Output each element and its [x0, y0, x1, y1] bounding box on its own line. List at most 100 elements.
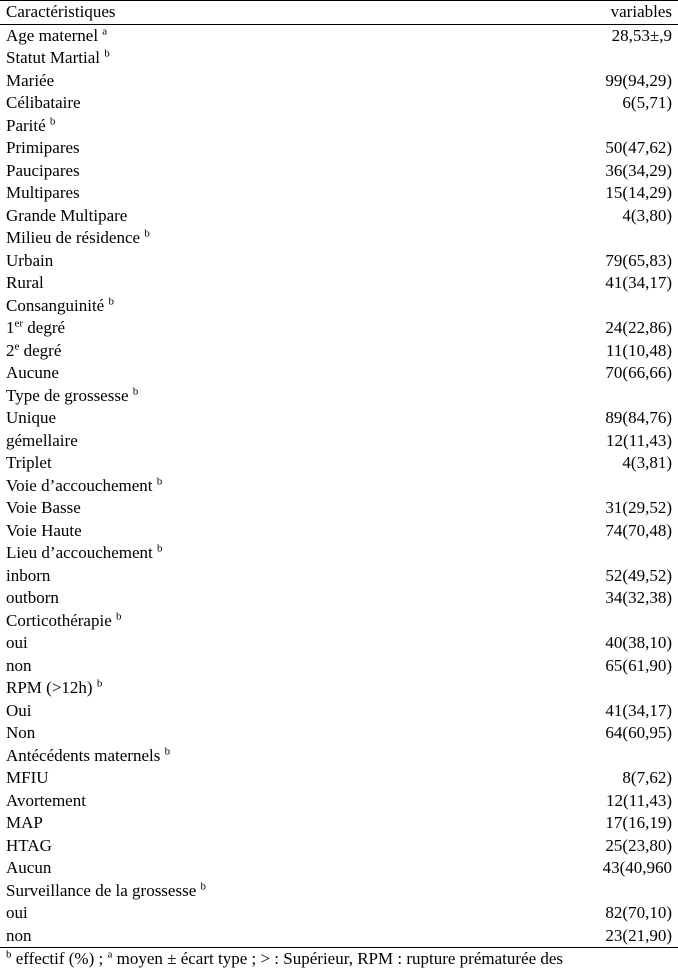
row-label: MAP: [0, 812, 475, 835]
table-row: Voie Basse31(29,52): [0, 497, 678, 520]
table-row: Célibataire6(5,71): [0, 92, 678, 115]
row-value: 40(38,10): [475, 632, 678, 655]
superscript: b: [50, 115, 56, 127]
superscript: b: [165, 745, 171, 757]
table-section-row: RPM (>12h) b: [0, 677, 678, 700]
table-row: gémellaire12(11,43): [0, 430, 678, 453]
table-section-row: Statut Martial b: [0, 47, 678, 70]
row-label: Parité b: [0, 115, 475, 138]
row-label: Célibataire: [0, 92, 475, 115]
row-value: 34(32,38): [475, 587, 678, 610]
row-value: 41(34,17): [475, 700, 678, 723]
table-row: Triplet4(3,81): [0, 452, 678, 475]
table-row: Aucun43(40,960: [0, 857, 678, 880]
superscript: b: [144, 227, 150, 239]
row-value: 65(61,90): [475, 655, 678, 678]
row-value: [475, 47, 678, 70]
row-value: 89(84,76): [475, 407, 678, 430]
row-value: 8(7,62): [475, 767, 678, 790]
row-label: Lieu d’accouchement b: [0, 542, 475, 565]
table-row: Age maternel a28,53±,9: [0, 24, 678, 47]
row-label: Surveillance de la grossesse b: [0, 880, 475, 903]
row-label: RPM (>12h) b: [0, 677, 475, 700]
table-row: non23(21,90): [0, 925, 678, 948]
row-label: Grande Multipare: [0, 205, 475, 228]
row-value: 4(3,81): [475, 452, 678, 475]
table-section-row: Surveillance de la grossesse b: [0, 880, 678, 903]
table-row: 1er degré24(22,86): [0, 317, 678, 340]
row-value: 24(22,86): [475, 317, 678, 340]
row-value: 74(70,48): [475, 520, 678, 543]
table-row: Non64(60,95): [0, 722, 678, 745]
table-row: Oui41(34,17): [0, 700, 678, 723]
table-row: MAP17(16,19): [0, 812, 678, 835]
superscript: b: [116, 610, 122, 622]
row-value: 64(60,95): [475, 722, 678, 745]
row-label: Voie Basse: [0, 497, 475, 520]
row-value: [475, 385, 678, 408]
footnote-text-1: effectif (%) ;: [12, 949, 108, 968]
row-value: [475, 475, 678, 498]
row-value: 52(49,52): [475, 565, 678, 588]
superscript: b: [108, 295, 114, 307]
row-value: 41(34,17): [475, 272, 678, 295]
table-section-row: Parité b: [0, 115, 678, 138]
row-value: [475, 227, 678, 250]
row-label: Consanguinité b: [0, 295, 475, 318]
table-row: Unique89(84,76): [0, 407, 678, 430]
superscript: b: [201, 880, 207, 892]
row-value: [475, 745, 678, 768]
row-label: Oui: [0, 700, 475, 723]
row-value: [475, 677, 678, 700]
row-value: [475, 610, 678, 633]
row-label: non: [0, 655, 475, 678]
row-label: Voie Haute: [0, 520, 475, 543]
row-label: Aucune: [0, 362, 475, 385]
row-label: Milieu de résidence b: [0, 227, 475, 250]
row-value: 50(47,62): [475, 137, 678, 160]
row-value: [475, 880, 678, 903]
table-row: Rural41(34,17): [0, 272, 678, 295]
row-value: 70(66,66): [475, 362, 678, 385]
table-row: outborn34(32,38): [0, 587, 678, 610]
table-row: non65(61,90): [0, 655, 678, 678]
table-row: Paucipares36(34,29): [0, 160, 678, 183]
row-value: [475, 295, 678, 318]
superscript: b: [133, 385, 139, 397]
row-label: outborn: [0, 587, 475, 610]
row-label: oui: [0, 902, 475, 925]
row-label: Unique: [0, 407, 475, 430]
row-value: 36(34,29): [475, 160, 678, 183]
table-section-row: Lieu d’accouchement b: [0, 542, 678, 565]
header-right: variables: [475, 1, 678, 25]
row-value: 15(14,29): [475, 182, 678, 205]
row-label: 1er degré: [0, 317, 475, 340]
row-label: Avortement: [0, 790, 475, 813]
row-value: 12(11,43): [475, 430, 678, 453]
table-row: Urbain79(65,83): [0, 250, 678, 273]
row-label: oui: [0, 632, 475, 655]
row-label: Rural: [0, 272, 475, 295]
row-value: 17(16,19): [475, 812, 678, 835]
row-value: 28,53±,9: [475, 24, 678, 47]
table-section-row: Corticothérapie b: [0, 610, 678, 633]
row-value: [475, 115, 678, 138]
row-label: Age maternel a: [0, 24, 475, 47]
table-header-row: Caractéristiques variables: [0, 1, 678, 25]
table-row: oui82(70,10): [0, 902, 678, 925]
row-label: Statut Martial b: [0, 47, 475, 70]
table-section-row: Type de grossesse b: [0, 385, 678, 408]
table-row: inborn52(49,52): [0, 565, 678, 588]
row-value: 12(11,43): [475, 790, 678, 813]
table-row: Primipares50(47,62): [0, 137, 678, 160]
superscript: b: [157, 542, 163, 554]
row-label: Paucipares: [0, 160, 475, 183]
table-row: oui40(38,10): [0, 632, 678, 655]
table-row: MFIU8(7,62): [0, 767, 678, 790]
header-left: Caractéristiques: [0, 1, 475, 25]
table-row: Avortement12(11,43): [0, 790, 678, 813]
row-value: 4(3,80): [475, 205, 678, 228]
row-value: 25(23,80): [475, 835, 678, 858]
row-label: Voie d’accouchement b: [0, 475, 475, 498]
row-label: MFIU: [0, 767, 475, 790]
